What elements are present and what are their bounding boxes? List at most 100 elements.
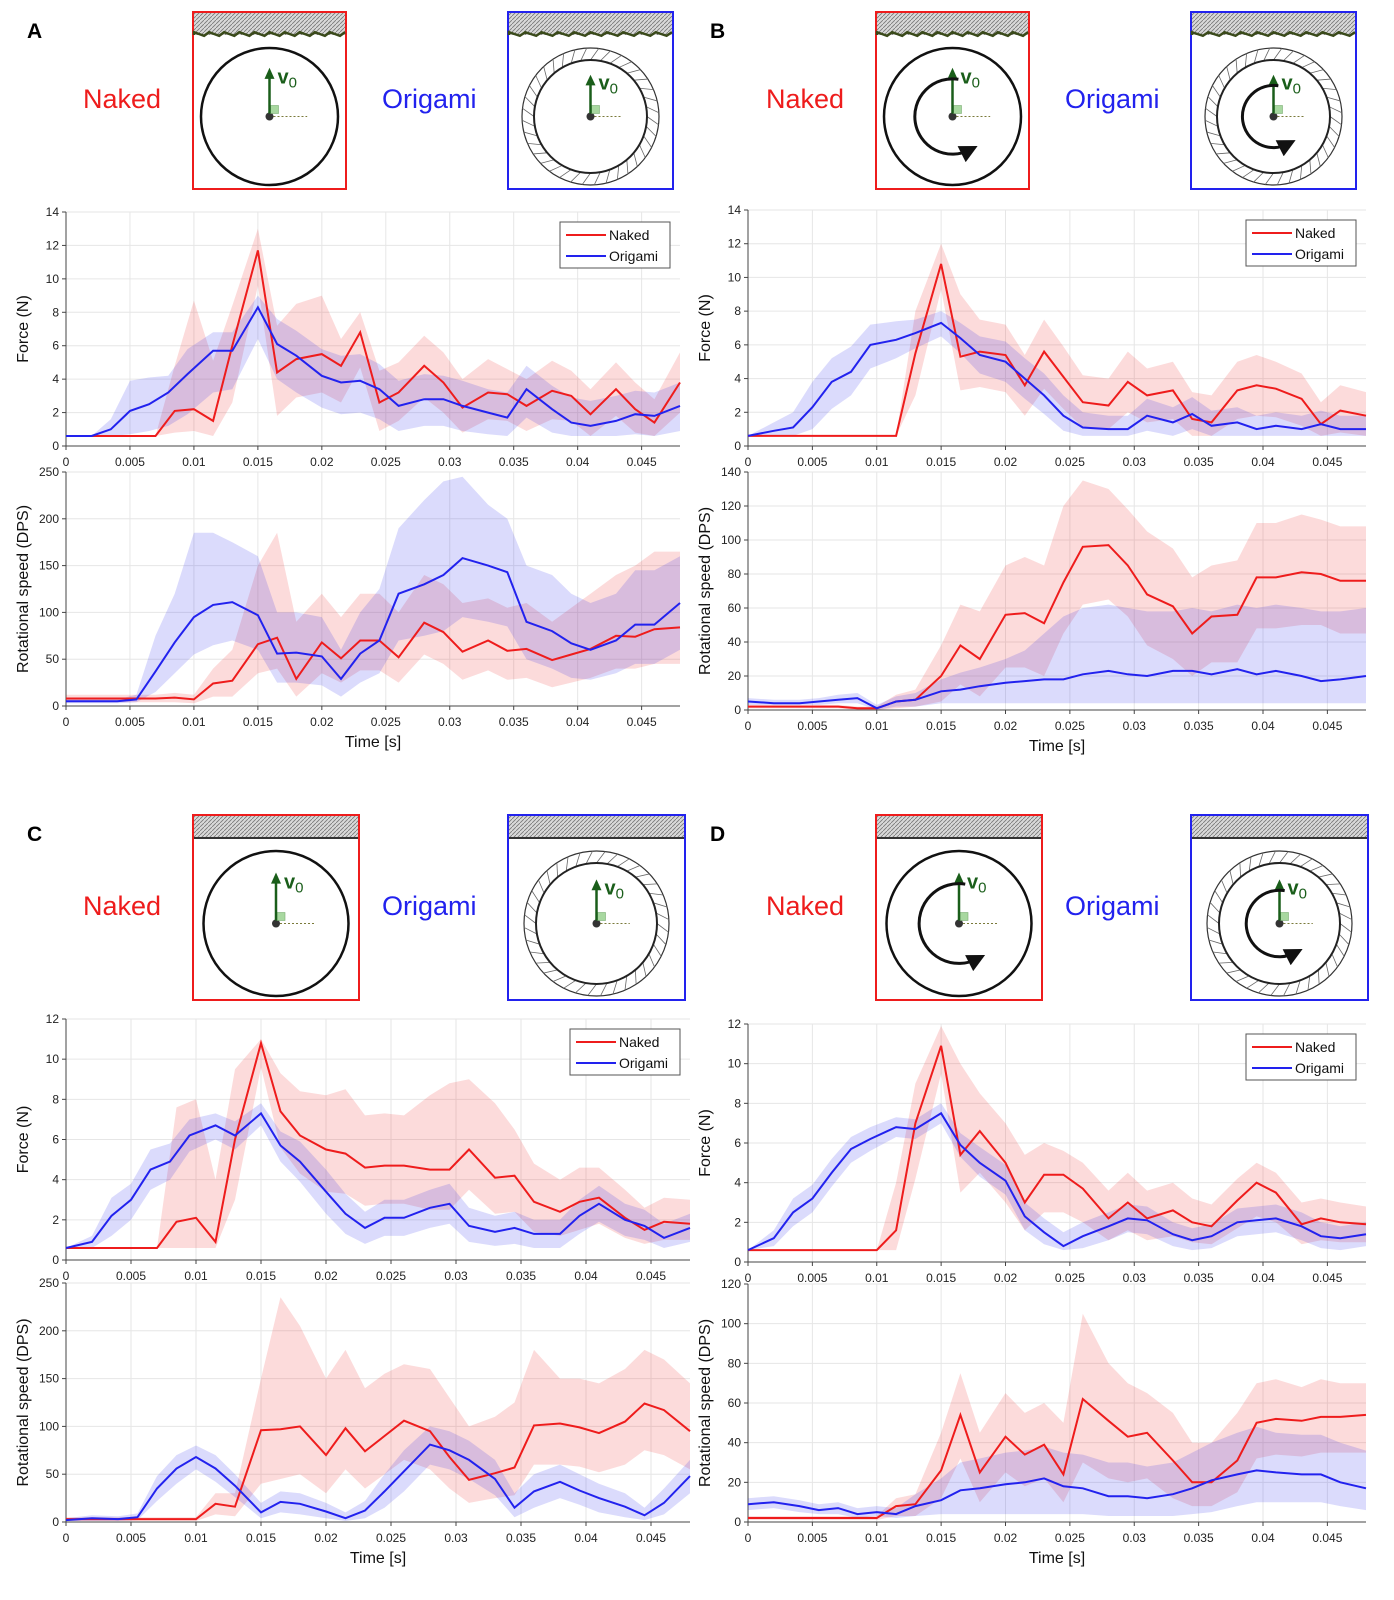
velocity-arrowhead-icon (1274, 879, 1285, 891)
wall-surface (509, 816, 684, 838)
chart-D-force: 0 0.005 0.01 0.015 0.02 0.025 0.03 0.035 0.04 0.0… (697, 1017, 1367, 1285)
naked-diagram: v0 (875, 814, 1043, 1001)
origami-fold (656, 923, 669, 933)
y-tick-label: 100 (39, 1419, 59, 1433)
origami-fold (593, 171, 601, 186)
origami-fold (600, 982, 608, 997)
origami-fold (1289, 853, 1301, 865)
velocity-subscript: 0 (978, 880, 986, 897)
origami-fold (1317, 969, 1320, 985)
origami-fold (570, 171, 581, 183)
legend-box (1245, 219, 1357, 267)
origami-fold (643, 135, 652, 148)
y-axis-label: Force (N) (15, 295, 32, 363)
origami-fold (1206, 927, 1221, 935)
series-line-naked (748, 1045, 1367, 1252)
origami-fold (646, 116, 659, 126)
center-of-mass-icon (948, 112, 957, 121)
origami-fold (612, 980, 618, 995)
x-tick-label: 0.01 (182, 455, 206, 469)
panel-header-C: C Naked Origami v0 v0 (27, 814, 686, 1001)
origami-fold (1328, 126, 1340, 137)
x-tick-label: 0.035 (1184, 455, 1214, 469)
y-tick-label: 50 (46, 652, 60, 666)
x-tick-label: 0.005 (116, 1531, 146, 1545)
origami-fold (543, 66, 548, 81)
chart-D-speed: 0 0.005 0.01 0.015 0.02 0.025 0.03 0.035 0.04 0.0… (697, 1277, 1367, 1567)
x-tick-label: 0.025 (1055, 1271, 1085, 1285)
series-line-origami (66, 305, 681, 437)
rotation-arrow-icon (1244, 888, 1303, 966)
x-tick-label: 0.015 (926, 1271, 956, 1285)
x-tick-label: 0.02 (994, 1271, 1018, 1285)
origami-fold (626, 865, 641, 872)
x-tick-label: 0.02 (310, 715, 334, 729)
origami-fold (1218, 961, 1234, 964)
x-tick-label: 0.01 (865, 455, 889, 469)
origami-fold (1326, 135, 1335, 148)
origami-fold (1322, 87, 1337, 90)
velocity-arrowhead-icon (271, 872, 281, 884)
x-tick-label: 0.015 (243, 455, 273, 469)
naked-label: Naked (83, 84, 161, 114)
frame-marker-icon (597, 912, 606, 921)
origami-fold (624, 975, 628, 991)
origami-fold (1309, 69, 1324, 74)
origami-fold (1339, 923, 1352, 933)
velocity-subscript: 0 (1293, 80, 1301, 97)
confidence-band-origami (66, 295, 680, 436)
frame-marker-icon (276, 912, 286, 921)
y-tick-label: 10 (728, 270, 742, 284)
origami-fold (1235, 59, 1238, 74)
origami-fold (1283, 50, 1294, 62)
naked-diagram: v0 (875, 11, 1030, 190)
origami-fold (1242, 169, 1255, 178)
origami-fold (1209, 902, 1221, 914)
wall-surface (877, 816, 1041, 838)
origami-fold (529, 85, 538, 98)
y-tick-label: 60 (728, 601, 742, 615)
origami-diagram: v0 (507, 11, 674, 190)
y-tick-label: 12 (46, 1012, 60, 1026)
origami-fold (524, 914, 537, 924)
origami-fold (626, 69, 641, 74)
x-tick-label: 0 (745, 455, 752, 469)
origami-fold (1295, 980, 1301, 995)
y-tick-label: 20 (728, 669, 742, 683)
origami-fold (1328, 106, 1343, 114)
naked-label: Naked (766, 891, 844, 921)
y-tick-label: 200 (39, 512, 59, 526)
series-line-naked (748, 263, 1367, 437)
origami-fold (648, 953, 655, 968)
x-tick-label: 0.025 (376, 1531, 406, 1545)
series-line-origami (65, 1111, 691, 1249)
legend-label: Naked (1295, 225, 1335, 241)
origami-fold (1326, 96, 1341, 102)
origami-fold (1253, 49, 1259, 64)
x-tick-label: 0.04 (574, 1531, 598, 1545)
origami-fold (535, 961, 551, 964)
rough-wall-edge (507, 30, 673, 38)
y-axis-label: Rotational speed (DPS) (15, 1318, 32, 1486)
x-tick-label: 0.045 (636, 1269, 666, 1283)
wall-surface (509, 13, 672, 35)
y-tick-label: 12 (728, 237, 742, 251)
origami-fold (606, 853, 618, 865)
y-tick-label: 2 (734, 405, 741, 419)
origami-fold (655, 912, 670, 920)
origami-fold (1331, 953, 1338, 968)
x-tick-label: 0.005 (797, 1531, 827, 1545)
origami-fold (1325, 962, 1330, 977)
x-tick-label: 0.045 (636, 1531, 666, 1545)
origami-fold (1279, 851, 1289, 864)
velocity-subscript: 0 (972, 75, 980, 92)
origami-fold (653, 902, 668, 908)
series-line-origami (747, 321, 1366, 437)
legend-label: Origami (609, 248, 658, 264)
origami-fold (635, 873, 650, 878)
legend-label: Origami (1295, 246, 1344, 262)
x-tick-label: 0.035 (499, 455, 529, 469)
frame-marker-icon (1274, 105, 1283, 114)
y-tick-label: 60 (728, 1396, 742, 1410)
frame-marker-icon (953, 105, 962, 114)
